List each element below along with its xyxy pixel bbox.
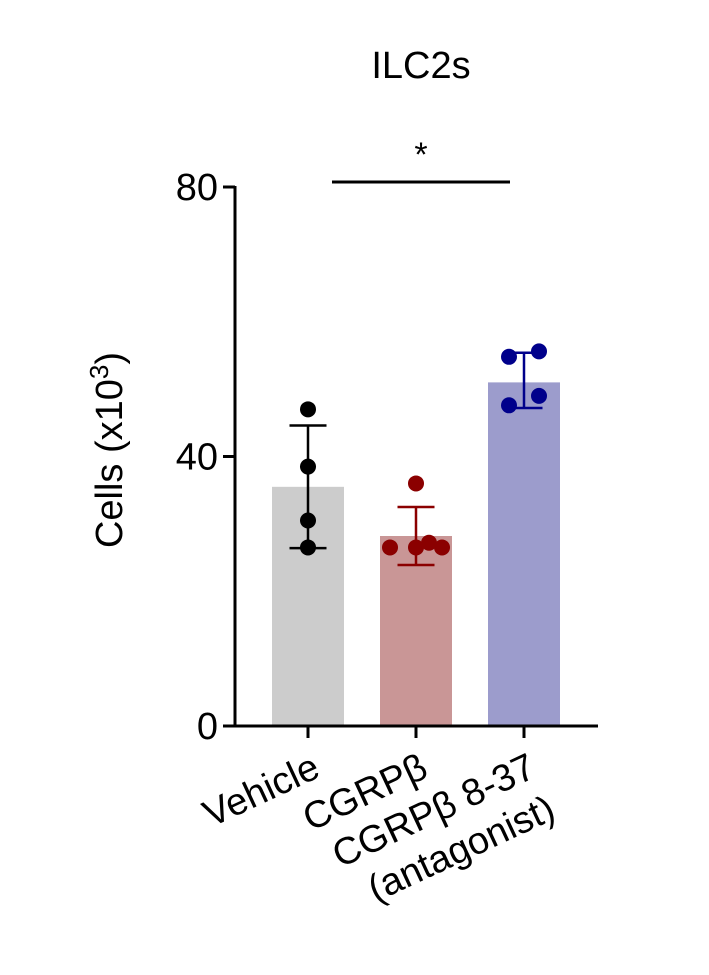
bar bbox=[488, 382, 560, 726]
chart-title: ILC2s bbox=[371, 45, 470, 87]
bar bbox=[380, 536, 452, 726]
data-point bbox=[300, 512, 316, 529]
data-point bbox=[382, 539, 398, 556]
y-axis-label-exponent: 3 bbox=[84, 365, 114, 379]
y-tick-label: 40 bbox=[176, 437, 218, 479]
data-point bbox=[300, 401, 316, 418]
data-point bbox=[300, 539, 316, 556]
data-point bbox=[531, 343, 547, 360]
y-axis-label-close: ) bbox=[89, 352, 131, 365]
data-point bbox=[434, 539, 450, 556]
y-tick-label: 0 bbox=[197, 706, 218, 748]
data-point bbox=[501, 397, 517, 414]
data-point bbox=[408, 475, 424, 492]
data-point bbox=[501, 348, 517, 365]
significance-label: * bbox=[414, 136, 427, 174]
y-axis-ticks: 0 40 80 bbox=[176, 167, 526, 748]
bars bbox=[272, 382, 560, 726]
y-tick-label: 80 bbox=[176, 167, 218, 209]
data-point bbox=[300, 458, 316, 475]
y-axis-label: Cells (x103) bbox=[84, 352, 131, 548]
data-point bbox=[421, 534, 437, 551]
data-points bbox=[300, 343, 547, 556]
data-point bbox=[531, 387, 547, 404]
data-point bbox=[408, 539, 424, 556]
